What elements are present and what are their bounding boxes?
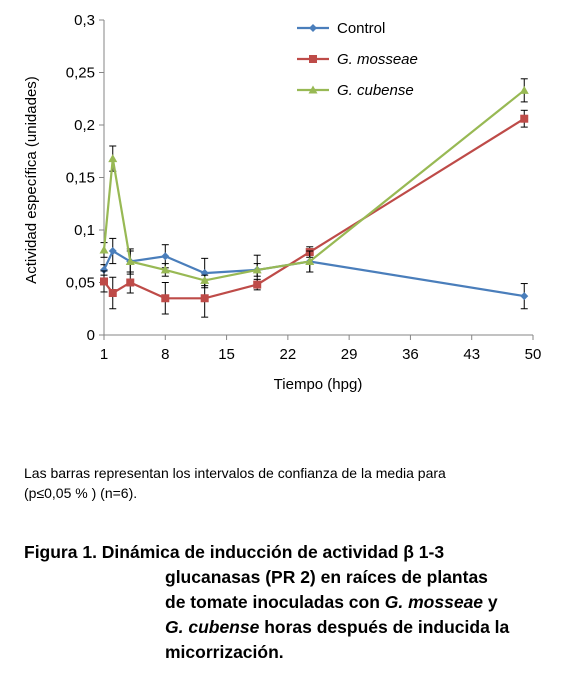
y-tick-label: 0,15	[66, 170, 95, 187]
caption-line-1: Figura 1. Dinámica de inducción de activ…	[24, 542, 445, 562]
data-point	[520, 114, 529, 123]
x-axis-title: Tiempo (hpg)	[274, 376, 363, 393]
data-point	[305, 257, 315, 265]
legend-item-g-mosseae: G. mosseae	[297, 51, 418, 68]
legend-item-control: Control	[297, 20, 385, 37]
data-point	[108, 289, 117, 297]
data-point	[100, 265, 108, 274]
y-axis-title: Actividad específica (unidades)	[23, 76, 40, 284]
legend-item-g-cubense: G. cubense	[297, 82, 414, 99]
data-point	[99, 245, 109, 254]
caption-species-cubense: G. cubense	[165, 617, 260, 637]
data-point	[108, 154, 118, 163]
data-point	[161, 294, 170, 303]
y-tick-label: 0,05	[66, 275, 95, 292]
caption-line-2: glucanasas (PR 2) en raíces de plantas	[165, 567, 488, 587]
legend-label: Control	[337, 20, 385, 37]
axes: 0 0,05 0,1 0,15 0,2 0,25 0,3 1 8 15 22 29 36 43 50	[66, 12, 542, 363]
x-tick-label: 29	[341, 346, 358, 363]
data-point	[125, 257, 135, 265]
legend-marker	[309, 55, 317, 63]
x-tick-label: 22	[280, 346, 297, 363]
legend-marker	[309, 24, 317, 32]
figure-caption: Figura 1. Dinámica de inducción de activ…	[24, 540, 556, 665]
x-tick-label: 43	[463, 346, 480, 363]
data-point	[200, 275, 210, 284]
caption-species-mosseae: G. mosseae	[384, 592, 484, 612]
note-line-2: (p≤0,05 % ) (n=6).	[24, 485, 138, 501]
data-point	[253, 280, 262, 289]
data-point	[160, 265, 170, 274]
caption-line-3a: de tomate inoculadas con	[165, 592, 385, 612]
legend-label: G. mosseae	[337, 51, 418, 68]
data-point	[100, 277, 108, 286]
y-tick-label: 0,25	[66, 65, 95, 82]
data-point	[108, 247, 117, 255]
series-line	[102, 89, 525, 282]
confidence-note: Las barras representan los intervalos de…	[24, 463, 564, 503]
data-point	[200, 294, 209, 303]
x-tick-label: 15	[218, 346, 235, 363]
legend: Control G. mosseae G. cubense	[297, 20, 418, 99]
legend-label: G. cubense	[337, 82, 414, 99]
data-point	[126, 278, 135, 287]
data-point	[520, 292, 529, 301]
x-tick-label: 8	[161, 346, 169, 363]
caption-line-5: micorrización.	[165, 642, 284, 662]
data-point	[519, 85, 529, 94]
chart: 0 0,05 0,1 0,15 0,2 0,25 0,3 1 8 15 22 29 36 43 50 Con…	[23, 12, 542, 393]
data-point	[252, 265, 262, 274]
y-tick-label: 0,1	[74, 222, 95, 239]
legend-marker	[308, 85, 318, 94]
x-tick-label: 50	[525, 346, 542, 363]
y-tick-label: 0,2	[74, 117, 95, 134]
series-g-cubense	[99, 78, 529, 287]
x-tick-label: 36	[402, 346, 419, 363]
y-tick-label: 0,3	[74, 12, 95, 29]
caption-line-3c: y	[483, 592, 498, 612]
x-tick-label: 1	[100, 346, 108, 363]
note-line-1: Las barras representan los intervalos de…	[24, 465, 446, 481]
caption-line-3: de tomate inoculadas con G. mosseae y	[24, 590, 556, 615]
caption-line-4b: horas después de inducida la	[259, 617, 510, 637]
series-layer	[99, 78, 529, 318]
caption-line-4: G. cubense horas después de inducida la	[24, 615, 556, 640]
data-point	[161, 252, 170, 261]
y-tick-label: 0	[87, 327, 95, 344]
